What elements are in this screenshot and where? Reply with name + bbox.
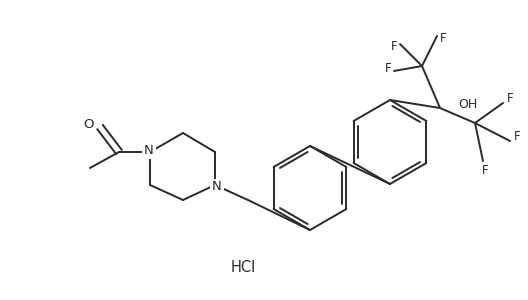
Text: OH: OH (458, 98, 478, 112)
Text: F: F (514, 130, 520, 143)
Text: F: F (507, 92, 513, 106)
Text: N: N (212, 181, 222, 194)
Text: N: N (144, 145, 154, 158)
Text: F: F (482, 164, 488, 178)
Text: HCl: HCl (230, 260, 256, 274)
Text: F: F (385, 61, 391, 74)
Text: O: O (84, 118, 95, 130)
Text: F: F (440, 32, 446, 46)
Text: F: F (391, 40, 397, 53)
